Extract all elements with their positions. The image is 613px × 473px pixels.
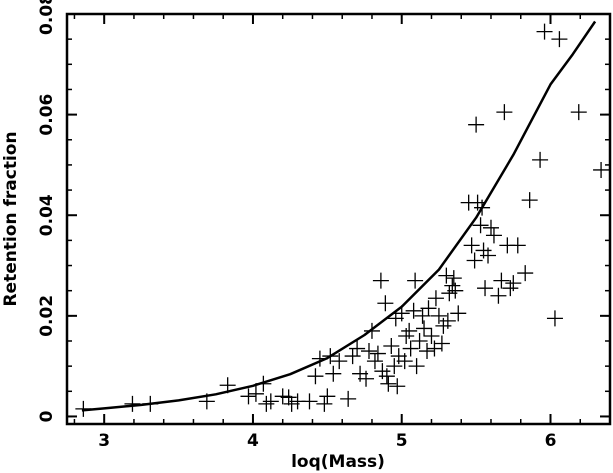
fit-curve <box>81 20 597 412</box>
y-tick-label: 0.06 <box>37 94 57 136</box>
data-point-plus <box>463 237 480 254</box>
data-point-plus <box>536 23 553 40</box>
y-tick-label: 0.04 <box>37 194 57 236</box>
data-point-plus <box>570 104 587 121</box>
data-point-plus <box>496 104 513 121</box>
y-tick-labels: 0 0.02 0.04 0.06 0.08 <box>37 0 57 422</box>
data-point-plus <box>386 358 403 375</box>
data-point-plus <box>405 302 422 319</box>
data-point-plus <box>427 290 444 307</box>
y-tick-label: 0 <box>37 410 57 422</box>
data-point-plus <box>445 270 462 287</box>
plot-frame <box>65 12 612 426</box>
data-point-plus <box>380 375 397 392</box>
data-point-plus <box>372 272 389 289</box>
x-tick-label: 6 <box>545 431 557 451</box>
x-axis-title: loq(Mass) <box>291 452 385 472</box>
data-point-plus <box>319 388 336 405</box>
data-point-plus <box>301 393 318 410</box>
data-point-plus <box>447 282 464 299</box>
data-point-plus <box>468 116 485 133</box>
data-point-plus <box>344 348 361 365</box>
data-point-plus <box>593 161 610 178</box>
data-point-plus <box>322 348 339 365</box>
x-tick-label: 5 <box>396 431 408 451</box>
data-point-plus <box>389 378 406 395</box>
data-point-plus <box>474 199 491 216</box>
data-point-plus <box>363 322 380 339</box>
data-point-plus <box>433 335 450 352</box>
data-point-plus <box>407 272 424 289</box>
y-axis-title: Retention fraction <box>1 131 21 306</box>
data-point-plus <box>258 395 275 412</box>
data-point-plus <box>396 353 413 370</box>
data-point-plus <box>477 280 494 297</box>
x-tick-label: 3 <box>98 431 110 451</box>
data-point-plus <box>423 327 440 344</box>
data-point-plus <box>402 340 419 357</box>
y-tick-label: 0.02 <box>37 295 57 337</box>
data-point-plus <box>546 310 563 327</box>
data-point-plus <box>378 368 395 385</box>
x-tick-label: 4 <box>247 431 259 451</box>
data-point-plus <box>532 151 549 168</box>
data-point-plus <box>262 393 279 410</box>
data-point-plus <box>331 353 348 370</box>
data-point-plus <box>325 365 342 382</box>
data-point-plus <box>439 312 456 329</box>
data-point-plus <box>466 252 483 269</box>
data-point-plus <box>377 295 394 312</box>
data-point-plus <box>311 350 328 367</box>
data-point-plus <box>198 393 215 410</box>
axis-ticks <box>67 13 610 424</box>
data-point-plus <box>401 322 418 339</box>
data-point-plus <box>360 343 377 360</box>
data-point-plus <box>408 358 425 375</box>
data-point-plus <box>482 219 499 236</box>
data-point-plus <box>411 332 428 349</box>
y-tick-label: 0.08 <box>37 0 57 35</box>
data-point-plus <box>485 227 502 244</box>
data-point-plus <box>430 307 447 324</box>
data-point-plus <box>280 389 297 406</box>
data-point-plus <box>358 370 375 387</box>
data-point-plus <box>551 31 568 48</box>
data-point-plus <box>517 265 534 282</box>
data-point-plus <box>393 305 410 322</box>
data-point-plus <box>369 345 386 362</box>
data-point-plus <box>349 340 366 357</box>
data-point-plus <box>450 305 467 322</box>
data-point-plus <box>416 320 433 337</box>
data-point-plus <box>420 300 437 317</box>
x-tick-labels: 3 4 5 6 <box>98 431 556 451</box>
data-point-plus <box>505 275 522 292</box>
data-point-plus <box>340 390 357 407</box>
data-point-plus <box>247 385 264 402</box>
data-point-plus <box>521 192 538 209</box>
data-point-plus <box>255 375 272 392</box>
data-point-plus <box>307 368 324 385</box>
data-point-plus <box>480 247 497 264</box>
data-point-plus <box>472 217 489 234</box>
data-point-plus <box>240 388 257 405</box>
data-point-plus <box>75 400 92 417</box>
data-point-plus <box>509 237 526 254</box>
data-point-plus <box>438 267 455 284</box>
data-points-layer <box>75 23 610 417</box>
data-point-plus <box>142 395 159 412</box>
data-point-plus <box>219 377 236 394</box>
fit-curve-layer <box>81 20 597 412</box>
data-point-plus <box>316 395 333 412</box>
data-point-plus <box>490 287 507 304</box>
data-point-plus <box>383 338 400 355</box>
data-point-plus <box>419 343 436 360</box>
data-point-plus <box>493 272 510 289</box>
data-point-plus <box>124 395 141 412</box>
data-point-plus <box>366 353 383 370</box>
